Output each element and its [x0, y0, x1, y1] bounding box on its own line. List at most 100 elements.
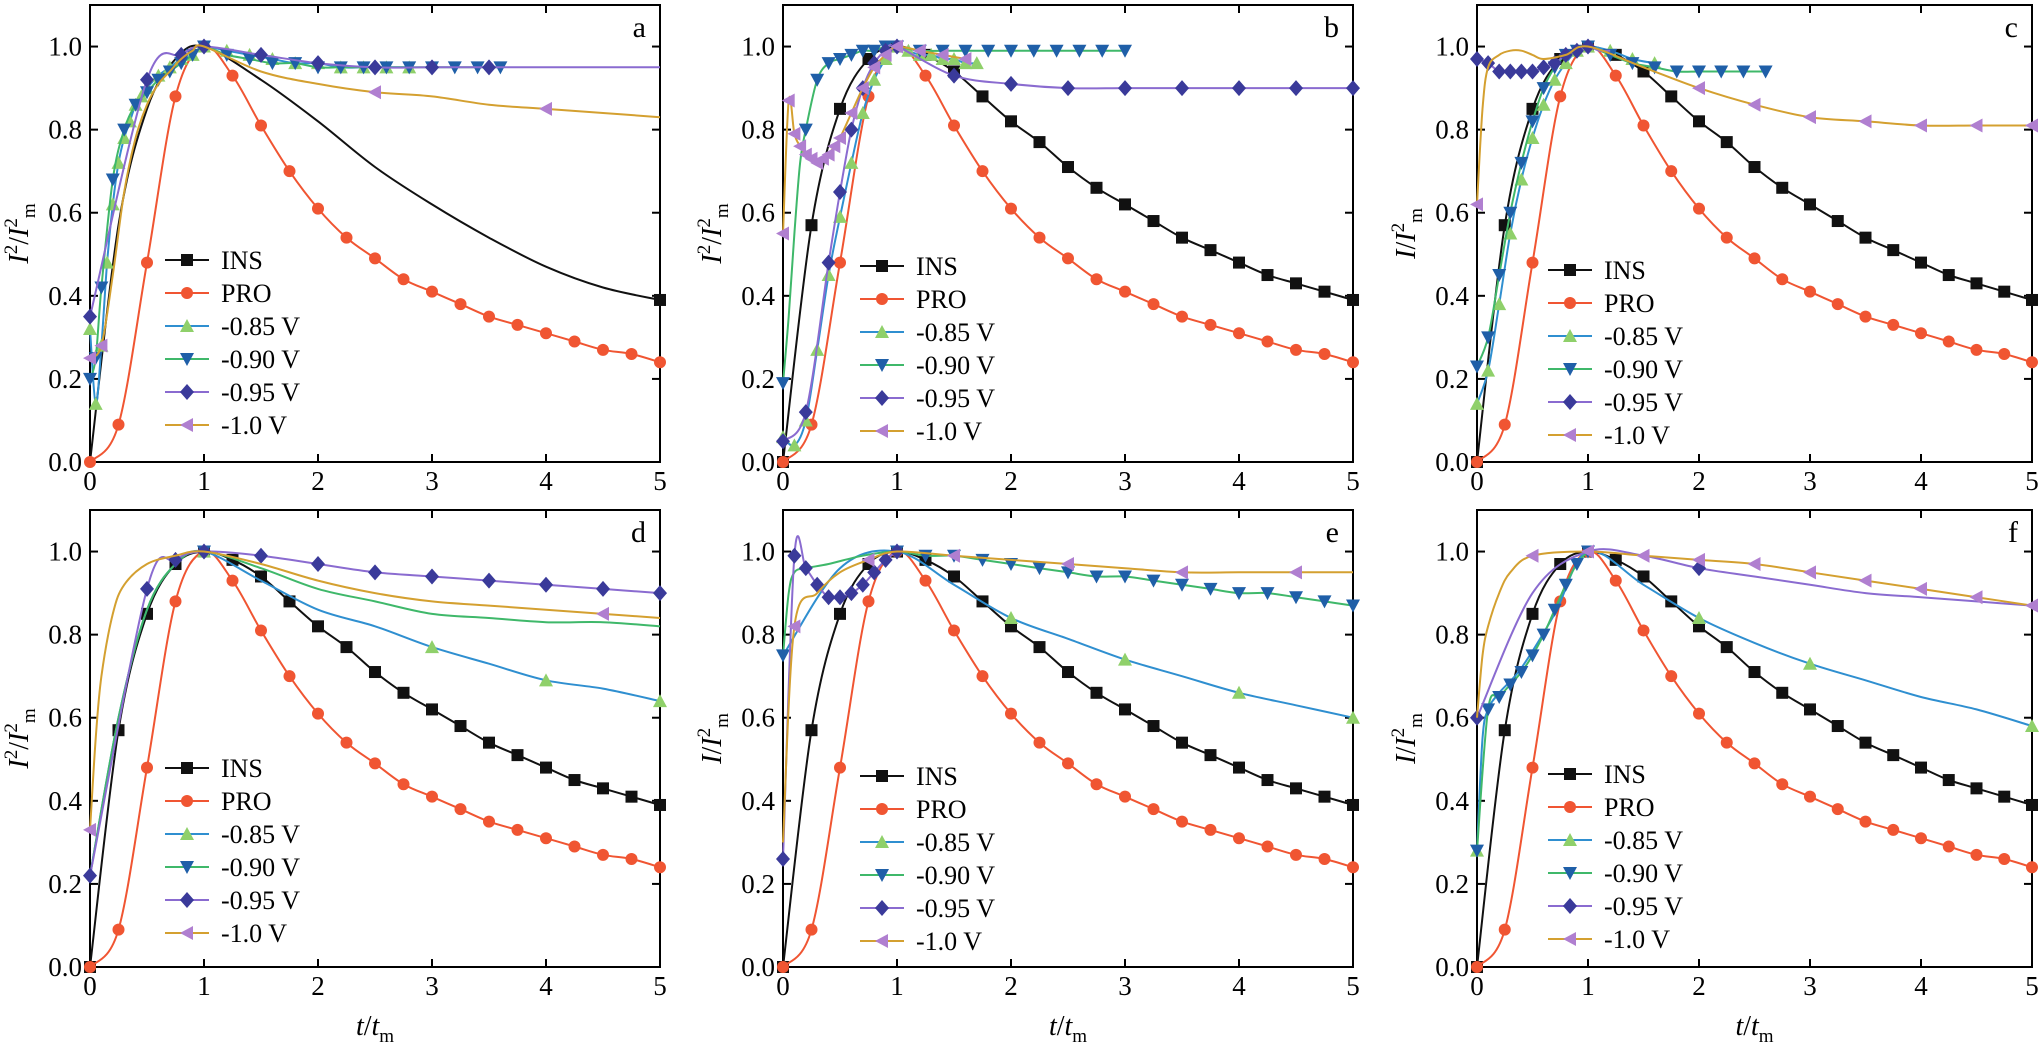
data-point	[1289, 565, 1302, 580]
data-point	[821, 268, 836, 282]
y-tick-label: 0.2	[1435, 869, 1469, 899]
data-point	[369, 757, 381, 770]
y-tick-label: 0.6	[48, 703, 82, 733]
y-tick-label: 0.4	[1435, 786, 1469, 816]
panel-d: 0 1 2 3 4 5 0.0 0.2 0.4 0.6 0.8 1.0 d I2/I2m t/tm INS PR…	[1, 509, 667, 1047]
data-point	[1061, 80, 1075, 97]
data-point	[1669, 65, 1684, 79]
data-point	[1119, 285, 1131, 298]
data-point	[821, 254, 836, 271]
data-point	[833, 130, 846, 145]
data-point	[1736, 65, 1751, 79]
data-point	[958, 44, 973, 58]
data-point	[312, 707, 324, 720]
legend: INS PRO -0.85 V -0.90 V -0.95 V -1.0 V	[860, 762, 995, 956]
data-point	[1005, 202, 1017, 215]
legend-label: -0.90 V	[221, 853, 300, 882]
legend-item-0-90-v: -0.90 V	[165, 853, 300, 882]
data-point	[1998, 790, 2011, 803]
data-point	[1859, 736, 1872, 749]
series-0-95-v	[83, 38, 660, 325]
series-0-85-v	[782, 549, 1360, 724]
data-point	[2026, 861, 2038, 874]
legend-label: -0.85 V	[916, 828, 995, 857]
legend-label: -1.0 V	[221, 411, 287, 440]
data-point	[1748, 161, 1761, 174]
data-point	[1204, 823, 1217, 836]
data-point	[1525, 548, 1539, 563]
series-0-95-v	[83, 543, 667, 884]
panel-label: b	[1324, 11, 1339, 44]
series-1-0-v	[1470, 45, 2038, 212]
data-point	[821, 589, 836, 606]
y-tick-label: 0.8	[48, 620, 82, 650]
data-point	[1176, 310, 1188, 323]
data-point	[1637, 119, 1650, 132]
series-0-95-v	[776, 535, 904, 867]
series-line	[782, 45, 1354, 463]
data-point	[83, 372, 97, 386]
data-point	[947, 67, 961, 84]
data-point	[1858, 573, 1872, 588]
data-point	[169, 595, 182, 608]
data-point	[1318, 285, 1331, 298]
series-line	[89, 45, 660, 317]
legend-label: -1.0 V	[1604, 421, 1670, 450]
data-point	[1637, 570, 1650, 583]
y-tick-label: 1.0	[741, 32, 775, 62]
data-point	[311, 55, 325, 72]
x-tick-label: 5	[653, 466, 667, 496]
data-point	[1514, 666, 1529, 680]
data-point	[1498, 418, 1511, 431]
data-point	[2026, 356, 2038, 369]
data-point	[1470, 709, 1484, 726]
data-point	[84, 961, 96, 973]
legend-label: -0.85 V	[916, 318, 995, 347]
data-point	[969, 56, 984, 70]
data-point	[1232, 685, 1246, 699]
data-point	[1525, 130, 1540, 144]
legend-item-ins: INS	[1548, 760, 1646, 789]
data-point	[844, 585, 859, 602]
data-point	[776, 377, 790, 391]
series-pro	[1471, 40, 2038, 468]
legend-item-ins: INS	[165, 754, 263, 783]
data-point	[1260, 587, 1275, 601]
data-point	[94, 338, 108, 353]
x-tick-label: 0	[776, 971, 790, 1001]
legend-marker	[1564, 768, 1576, 780]
data-point	[625, 347, 638, 360]
data-point	[1748, 757, 1761, 770]
data-point	[1005, 115, 1017, 128]
y-tick-label: 0.8	[741, 620, 775, 650]
data-point	[1970, 343, 1983, 356]
data-point	[1859, 231, 1872, 244]
legend-label: PRO	[221, 279, 272, 308]
legend-marker	[876, 803, 888, 815]
y-tick-label: 0.2	[1435, 364, 1469, 394]
legend-label: -1.0 V	[916, 417, 982, 446]
y-tick-label: 0.8	[1435, 115, 1469, 145]
y-tick-label: 0.6	[741, 703, 775, 733]
data-point	[861, 552, 875, 567]
panel-e: 0 1 2 3 4 5 0.0 0.2 0.4 0.6 0.8 1.0 e I/I2m t/tm INS PRO…	[694, 509, 1360, 1047]
x-tick-label: 0	[83, 466, 97, 496]
data-point	[568, 774, 581, 787]
x-tick-label: 4	[1914, 971, 1928, 1001]
data-point	[174, 46, 189, 63]
data-point	[1346, 710, 1360, 724]
data-point	[1090, 273, 1103, 286]
plot-frame	[89, 509, 661, 968]
data-point	[1261, 335, 1274, 348]
legend-item-0-85-v: -0.85 V	[860, 318, 995, 347]
data-point	[1547, 72, 1562, 86]
data-point	[1942, 840, 1955, 853]
data-point	[255, 624, 267, 637]
y-tick-label: 1.0	[1435, 537, 1469, 567]
data-point	[1747, 557, 1761, 572]
data-point	[1481, 55, 1496, 72]
data-point	[568, 335, 581, 348]
data-point	[1915, 256, 1927, 269]
panel-f: 0 1 2 3 4 5 0.0 0.2 0.4 0.6 0.8 1.0 f I/I2m t/tm INS PRO…	[1388, 509, 2039, 1047]
legend-marker	[180, 319, 194, 332]
